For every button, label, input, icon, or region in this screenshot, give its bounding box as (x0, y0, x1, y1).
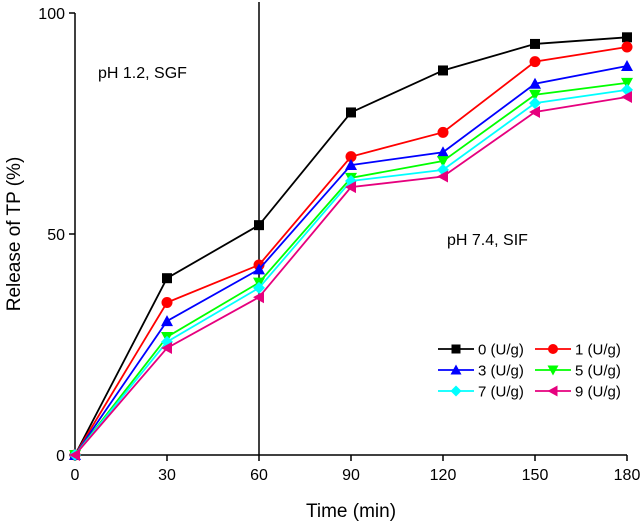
data-point (161, 297, 173, 309)
series-line (74, 65, 628, 456)
data-point (438, 65, 448, 76)
data-point (161, 342, 172, 355)
series-0 (70, 32, 632, 460)
data-point (529, 106, 540, 119)
data-point (437, 170, 448, 183)
data-point (621, 90, 632, 103)
data-point (69, 449, 80, 461)
data-point (345, 159, 357, 171)
x-tick-label: 90 (342, 467, 360, 484)
data-point (253, 263, 265, 275)
series-line (74, 36, 628, 456)
data-point (622, 32, 632, 43)
x-tick-label: 180 (614, 467, 641, 484)
data-point (530, 38, 540, 49)
series-4 (69, 83, 633, 461)
legend-marker (547, 365, 559, 376)
legend-label: 3 (U/g) (478, 363, 524, 380)
legend-marker (450, 385, 462, 397)
x-tick-label: 150 (522, 467, 549, 484)
y-tick-label: 0 (56, 448, 65, 465)
data-point (437, 156, 449, 168)
series-3 (69, 77, 633, 461)
x-tick-label: 30 (158, 467, 176, 484)
data-point (529, 56, 541, 68)
legend-marker (548, 344, 558, 354)
data-point (346, 107, 356, 118)
annotation-sgf: pH 1.2, SGF (98, 65, 187, 82)
legend: 0 (U/g) 1 (U/g) 3 (U/g) 5 (U/g) 7 (U/g) 9 (U/… (438, 342, 621, 401)
data-point (254, 220, 264, 231)
x-axis-title: Time (min) (306, 501, 396, 522)
legend-label: 0 (U/g) (478, 342, 524, 359)
data-point (253, 281, 265, 294)
data-point (621, 60, 633, 72)
series-2 (69, 60, 633, 460)
data-point (162, 273, 172, 284)
data-point (621, 77, 633, 89)
legend-marker (450, 364, 462, 375)
annotation-sif: pH 7.4, SIF (447, 232, 528, 249)
legend-label: 1 (U/g) (575, 342, 621, 359)
data-point (253, 291, 264, 304)
data-point (529, 89, 541, 101)
legend-marker (451, 344, 461, 354)
legend-marker (547, 385, 558, 397)
series-line (74, 81, 628, 456)
data-point (437, 126, 449, 138)
series-5 (69, 90, 632, 461)
y-tick-label: 50 (47, 227, 65, 244)
series-line (74, 96, 628, 456)
data-point (529, 77, 541, 89)
data-point (529, 97, 541, 110)
y-axis-title: Release of TP (%) (4, 157, 25, 312)
data-point (161, 315, 173, 327)
legend-label: 5 (U/g) (575, 363, 621, 380)
legend-label: 9 (U/g) (575, 384, 621, 401)
series-1 (69, 41, 633, 461)
x-tick-label: 60 (250, 467, 268, 484)
data-point (345, 151, 357, 163)
x-tick-label: 120 (430, 467, 457, 484)
series-line (74, 89, 628, 456)
legend-label: 7 (U/g) (478, 384, 524, 401)
data-point (345, 181, 356, 194)
data-point (437, 146, 449, 158)
data-point (621, 41, 633, 53)
x-tick-label: 0 (71, 467, 80, 484)
y-tick-label: 100 (38, 6, 65, 23)
